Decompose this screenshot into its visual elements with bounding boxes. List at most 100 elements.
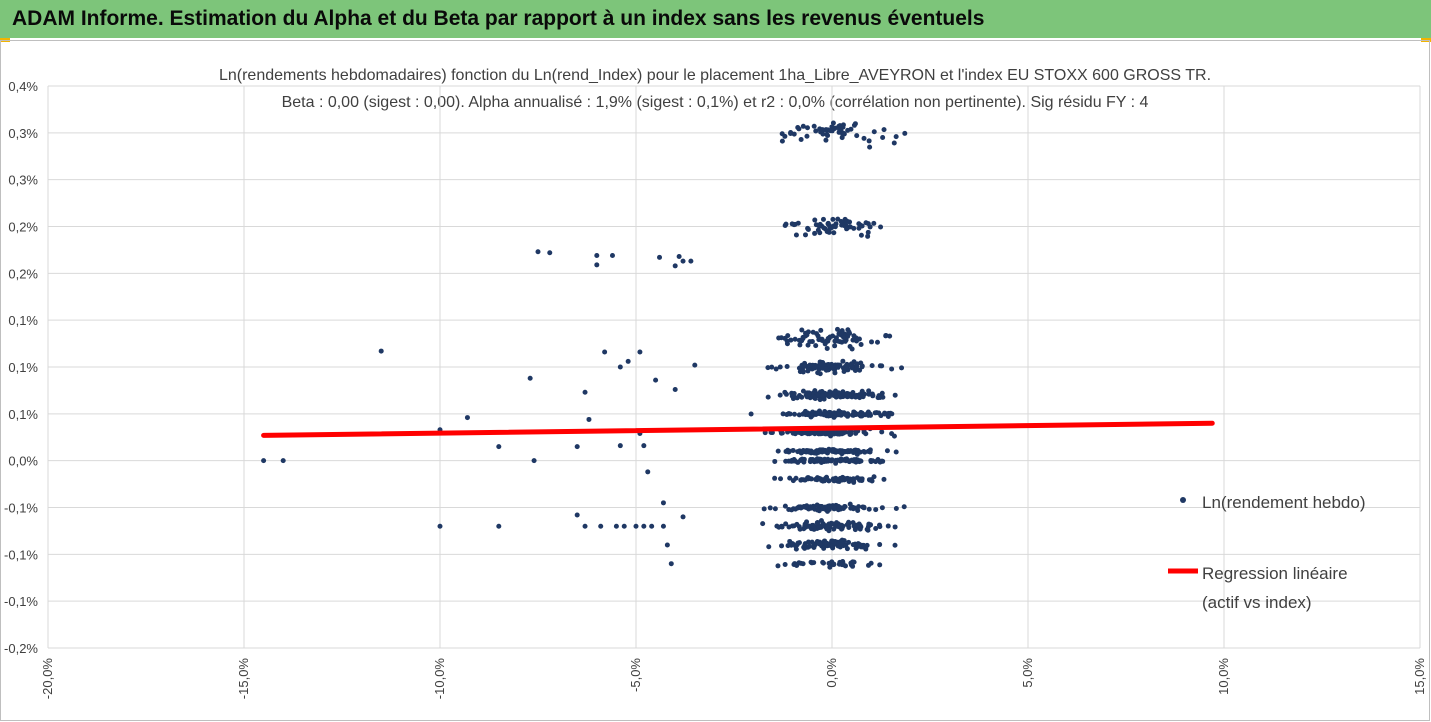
scatter-point <box>830 216 836 222</box>
scatter-point <box>833 460 839 466</box>
scatter-point <box>805 226 811 232</box>
scatter-point <box>772 506 778 512</box>
scatter-point <box>842 504 848 510</box>
scatter-point <box>843 412 849 418</box>
scatter-point <box>874 410 880 416</box>
scatter-point <box>893 506 899 512</box>
legend-label-regression-line1: Regression linéaire <box>1202 564 1348 583</box>
scatter-point <box>867 144 873 150</box>
scatter-point <box>883 411 889 417</box>
scatter-point <box>821 545 827 551</box>
scatter-point <box>814 520 820 526</box>
scatter-point <box>692 362 698 368</box>
scatter-point <box>859 388 865 394</box>
scatter-point <box>873 507 879 513</box>
scatter-point <box>816 337 822 343</box>
scatter-point <box>805 368 811 374</box>
scatter-point <box>496 523 502 529</box>
scatter-point <box>849 365 855 371</box>
scatter-point <box>802 542 808 548</box>
scatter-point <box>790 447 796 453</box>
scatter-point <box>879 505 885 511</box>
scatter-point <box>767 505 773 511</box>
scatter-point <box>852 412 858 418</box>
scatter-point <box>856 504 862 510</box>
scatter-point <box>792 411 798 417</box>
scatter-point <box>688 258 694 264</box>
scatter-point <box>822 226 828 232</box>
scatter-point <box>826 560 832 566</box>
scatter-point <box>901 504 907 510</box>
scatter-point <box>867 447 873 453</box>
scatter-point <box>858 232 864 238</box>
scatter-point <box>660 523 666 529</box>
scatter-point <box>822 475 828 481</box>
scatter-point <box>804 133 810 139</box>
scatter-point <box>820 559 826 565</box>
scatter-point <box>892 542 898 548</box>
scatter-point <box>772 458 778 464</box>
scatter-point <box>816 223 822 229</box>
scatter-point <box>843 337 849 343</box>
scatter-point <box>823 366 829 372</box>
scatter-point <box>861 504 867 510</box>
scatter-point <box>775 448 781 454</box>
scatter-point <box>866 562 872 568</box>
scatter-point <box>827 564 833 570</box>
scatter-point <box>836 479 842 485</box>
scatter-point <box>823 338 829 344</box>
x-tick-label: -5,0% <box>628 658 643 692</box>
scatter-point <box>843 448 849 454</box>
scatter-point <box>824 524 830 530</box>
scatter-point <box>617 364 623 370</box>
scatter-point <box>832 343 838 349</box>
scatter-point <box>820 216 826 222</box>
scatter-point <box>818 327 824 333</box>
chart-title: Ln(rendements hebdomadaires) fonction du… <box>219 67 1211 84</box>
scatter-point <box>633 523 639 529</box>
scatter-point <box>798 560 804 566</box>
scatter-point <box>873 526 879 532</box>
scatter-point <box>801 363 807 369</box>
scatter-point <box>861 449 867 455</box>
x-tick-label: -20,0% <box>40 658 55 700</box>
scatter-point <box>798 137 804 143</box>
scatter-point <box>825 133 831 139</box>
scatter-point <box>782 562 788 568</box>
scatter-point <box>837 523 843 529</box>
scatter-point <box>868 522 874 528</box>
scatter-point <box>787 475 793 481</box>
scatter-point <box>804 125 810 131</box>
scatter-point <box>805 539 811 545</box>
scatter-point <box>653 377 659 383</box>
scatter-point <box>793 475 799 481</box>
scatter-point <box>437 523 443 529</box>
scatter-point <box>842 456 848 462</box>
scatter-point <box>823 541 829 547</box>
scatter-point <box>835 362 841 368</box>
scatter-point <box>801 526 807 532</box>
scatter-point <box>865 527 871 533</box>
scatter-point <box>748 411 754 417</box>
scatter-point <box>824 345 830 351</box>
scatter-point <box>811 123 817 129</box>
scatter-point <box>877 542 883 548</box>
scatter-point <box>861 429 867 435</box>
scatter-point <box>780 411 786 417</box>
scatter-point <box>808 505 814 511</box>
scatter-point <box>831 230 837 236</box>
scatter-point <box>869 363 875 369</box>
scatter-point <box>870 458 876 464</box>
scatter-point <box>594 262 600 268</box>
scatter-point <box>826 362 832 368</box>
scatter-point <box>892 392 898 398</box>
scatter-point <box>865 410 871 416</box>
scatter-point <box>825 221 831 227</box>
scatter-point <box>889 366 895 372</box>
scatter-point <box>772 475 778 481</box>
scatter-point <box>794 562 800 568</box>
y-tick-label: 0,1% <box>8 313 38 328</box>
scatter-point <box>779 543 785 549</box>
scatter-point <box>866 506 872 512</box>
scatter-points <box>261 120 908 570</box>
